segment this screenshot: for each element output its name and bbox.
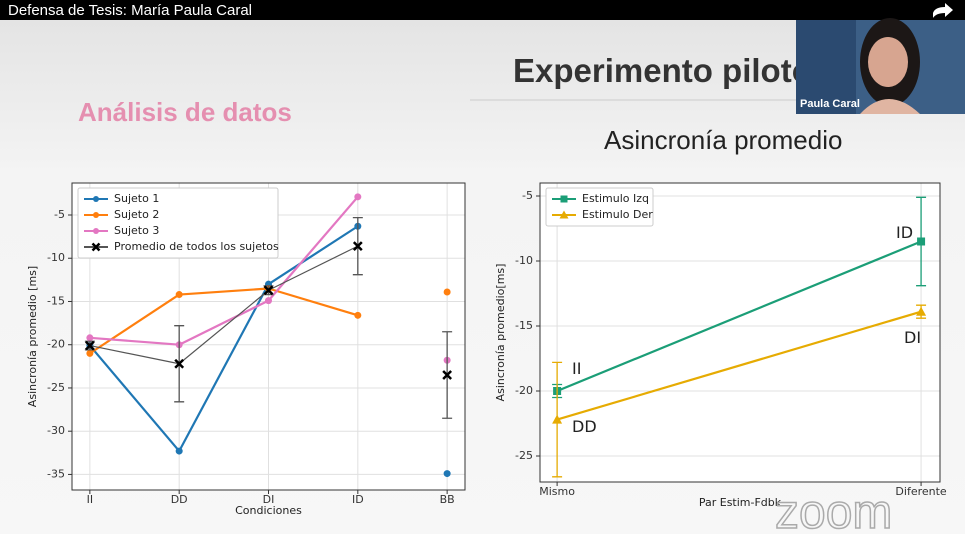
plot-area [540, 183, 940, 482]
marker [354, 311, 362, 319]
line-segment [556, 310, 922, 421]
y-tick-label: -15 [47, 294, 65, 307]
legend-marker [93, 212, 99, 218]
annotation: DI [904, 328, 921, 347]
line-segment [267, 225, 359, 286]
share-button[interactable] [933, 3, 953, 18]
legend-marker [93, 196, 99, 202]
x-axis-label: Par Estim-Fdbk [699, 496, 782, 509]
line-segment [178, 283, 270, 452]
annotation: ID [896, 223, 913, 242]
y-tick-label: -5 [522, 189, 533, 202]
legend-marker [91, 242, 101, 252]
legend-label: Estimulo Der [582, 208, 653, 221]
marker [84, 340, 95, 351]
line-segment [89, 293, 180, 355]
marker [86, 334, 94, 342]
line-segment [179, 287, 269, 296]
webcam-tile: Paula Caral [796, 18, 965, 114]
x-tick-label: II [87, 493, 94, 506]
chart-1: -35 -30 -25 -20 -15 -10 -5 II DD DI ID BB Condicione… [26, 182, 466, 517]
y-tick-label: -15 [515, 319, 533, 332]
x-tick-label: BB [440, 493, 455, 506]
y-tick-label: -5 [54, 208, 65, 221]
marker [442, 370, 453, 380]
y-axis-label: Asincronía promedio[ms] [494, 264, 507, 402]
line-segment [89, 344, 180, 365]
y-tick-label: -10 [515, 254, 533, 267]
legend: Sujeto 1 Sujeto 2 Sujeto 3 Promedio de todo… [77, 187, 279, 259]
marker [917, 237, 926, 246]
legend-label: Promedio de todos los sujetos [114, 240, 279, 253]
legend-marker [559, 210, 569, 219]
legend-label: Sujeto 2 [114, 208, 159, 221]
slide-title: Experimento piloto [513, 52, 812, 89]
y-tick-label: -35 [47, 467, 65, 480]
legend-label: Sujeto 1 [114, 192, 159, 205]
marker [263, 285, 274, 296]
marker [352, 241, 363, 252]
y-tick-label: -20 [47, 338, 65, 351]
y-tick-label: -25 [515, 449, 533, 462]
video-title: Defensa de Tesis: María Paula Caral [8, 2, 252, 19]
marker [443, 288, 451, 296]
legend-label: Estimulo Izq [582, 192, 649, 205]
marker [443, 470, 451, 478]
line-segment [268, 245, 359, 291]
marker [175, 291, 183, 299]
marker [354, 193, 362, 201]
line-segment [178, 289, 269, 365]
participant-name: Paula Caral [800, 98, 860, 110]
chart-title: Asincronía promedio [604, 125, 842, 155]
x-tick-label: ID [352, 493, 364, 506]
line-segment [268, 287, 359, 317]
marker [86, 349, 94, 357]
line-segment [556, 240, 922, 393]
marker [552, 414, 563, 424]
line-segment [89, 336, 180, 346]
legend-box [77, 187, 279, 259]
legend-marker [93, 228, 99, 234]
y-tick-label: -30 [47, 424, 65, 437]
y-tick-label: -25 [47, 381, 65, 394]
x-tick-label: DI [263, 493, 275, 506]
x-tick-label: Mismo [539, 485, 575, 498]
x-tick-label: DD [171, 493, 188, 506]
legend: Estimulo Izq Estimulo Der [545, 187, 654, 227]
marker [265, 297, 272, 305]
annotation: II [572, 359, 581, 378]
marker [916, 306, 927, 316]
line-segment [178, 299, 269, 346]
x-tick-label: Diferente [895, 485, 946, 498]
top-bar [0, 0, 965, 20]
legend-marker [560, 195, 568, 203]
face [868, 37, 908, 87]
plot-frame [71, 182, 466, 491]
plot-frame [539, 182, 941, 483]
watermark: zoom [775, 486, 892, 534]
legend-label: Sujeto 3 [114, 224, 159, 237]
legend-box [545, 187, 654, 227]
shoulders [860, 99, 920, 114]
marker [174, 358, 185, 369]
x-axis-label: Condiciones [235, 504, 302, 517]
y-tick-label: -20 [515, 384, 533, 397]
chart-2: -25 -20 -15 -10 -5 Mismo Diferente Par Estim-Fd… [494, 182, 947, 509]
marker [175, 447, 183, 455]
line-segment [89, 344, 181, 452]
y-axis-label: Asincronía promedio [ms] [26, 266, 39, 407]
section-title: Análisis de datos [78, 97, 292, 127]
annotation: DD [572, 417, 597, 436]
webcam-background [796, 20, 856, 114]
y-tick-label: -10 [47, 251, 65, 264]
